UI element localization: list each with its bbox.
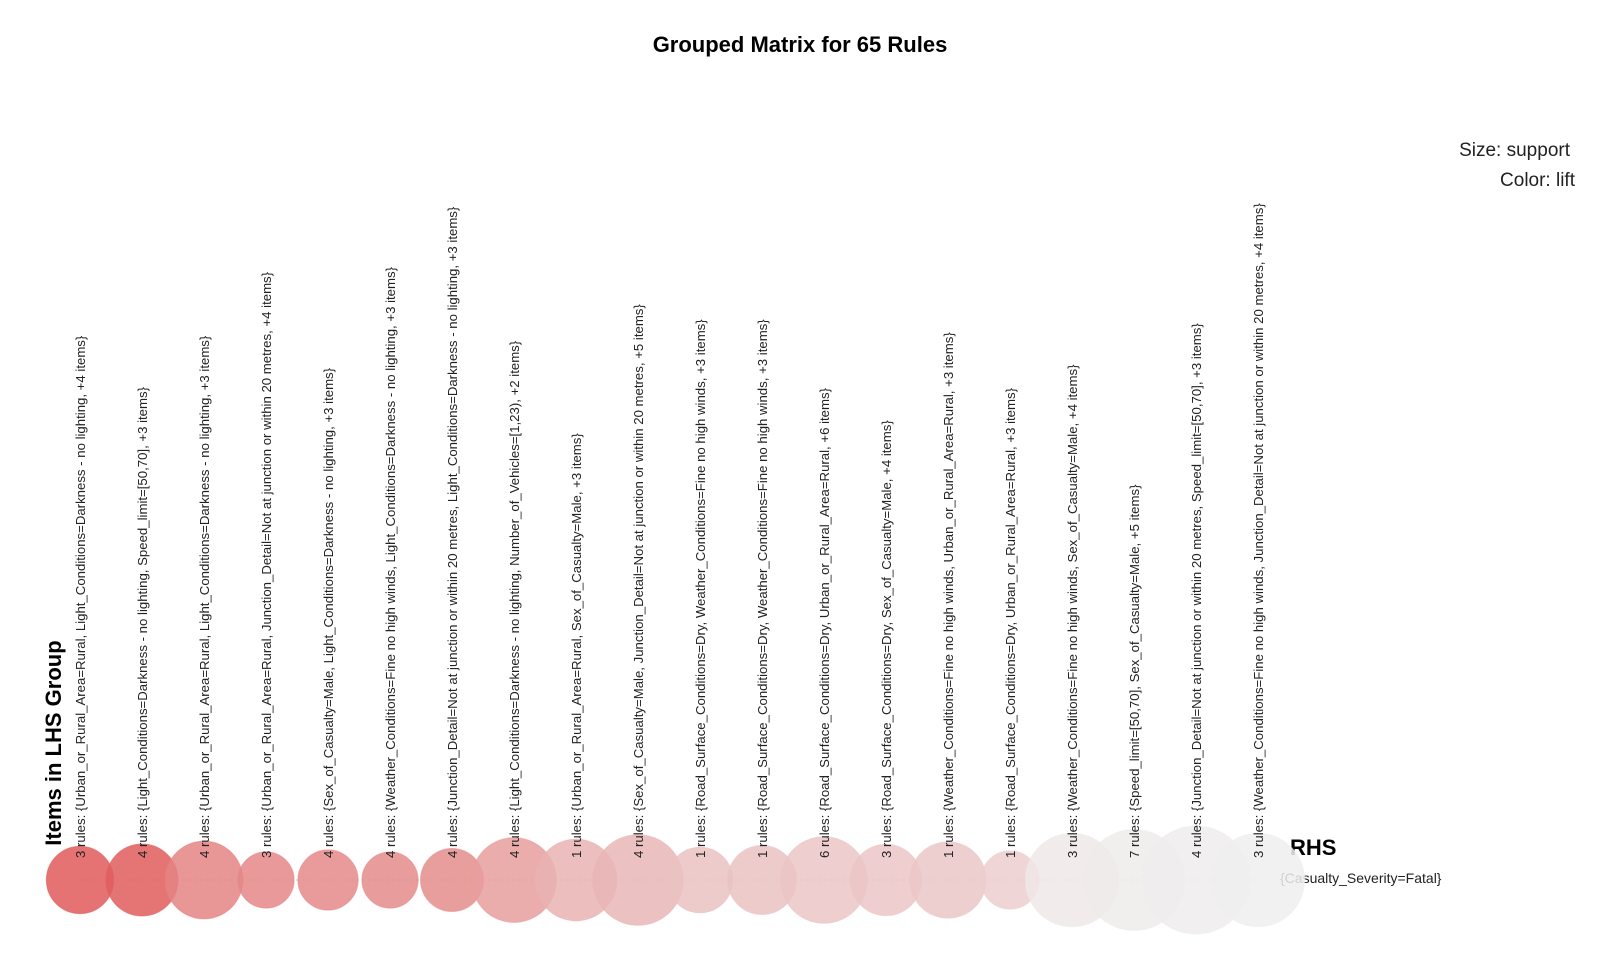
group-label: 3 rules: {Weather_Conditions=Fine no hig… — [1065, 364, 1080, 858]
group-label: 7 rules: {Speed_limit=[50,70], Sex_of_Ca… — [1127, 484, 1142, 858]
group-label: 3 rules: {Urban_or_Rural_Area=Rural, Lig… — [73, 335, 88, 858]
group-bubble[interactable] — [361, 851, 419, 909]
legend-size: Size: support — [1459, 140, 1570, 161]
group-label: 1 rules: {Urban_or_Rural_Area=Rural, Sex… — [569, 433, 584, 858]
group-bubble[interactable] — [1210, 832, 1306, 928]
group-bubble[interactable] — [237, 851, 295, 909]
group-label: 1 rules: {Road_Surface_Conditions=Dry, U… — [1003, 387, 1018, 858]
group-label: 1 rules: {Weather_Conditions=Fine no hig… — [941, 332, 956, 858]
group-label: 4 rules: {Junction_Detail=Not at junctio… — [445, 206, 460, 858]
group-label: 4 rules: {Light_Conditions=Darkness - no… — [135, 386, 150, 858]
group-label: 3 rules: {Urban_or_Rural_Area=Rural, Jun… — [259, 271, 274, 858]
group-label: 3 rules: {Weather_Conditions=Fine no hig… — [1251, 203, 1266, 858]
group-label: 1 rules: {Road_Surface_Conditions=Dry, W… — [755, 319, 770, 858]
group-label: 3 rules: {Road_Surface_Conditions=Dry, S… — [879, 420, 894, 858]
group-label: 4 rules: {Light_Conditions=Darkness - no… — [507, 340, 522, 858]
group-label: 4 rules: {Weather_Conditions=Fine no hig… — [383, 266, 398, 858]
group-label: 4 rules: {Sex_of_Casualty=Male, Junction… — [631, 304, 646, 858]
group-label: 1 rules: {Road_Surface_Conditions=Dry, W… — [693, 319, 708, 858]
group-label: 4 rules: {Junction_Detail=Not at junctio… — [1189, 323, 1204, 858]
group-bubble[interactable] — [297, 849, 359, 911]
rhs-item-label: {Casualty_Severity=Fatal} — [1280, 870, 1442, 886]
group-label: 6 rules: {Road_Surface_Conditions=Dry, U… — [817, 387, 832, 858]
group-label: 4 rules: {Urban_or_Rural_Area=Rural, Lig… — [197, 335, 212, 858]
chart-title: Grouped Matrix for 65 Rules — [652, 32, 948, 57]
group-label: 4 rules: {Sex_of_Casualty=Male, Light_Co… — [321, 367, 336, 858]
legend-color: Color: lift — [1500, 170, 1575, 191]
